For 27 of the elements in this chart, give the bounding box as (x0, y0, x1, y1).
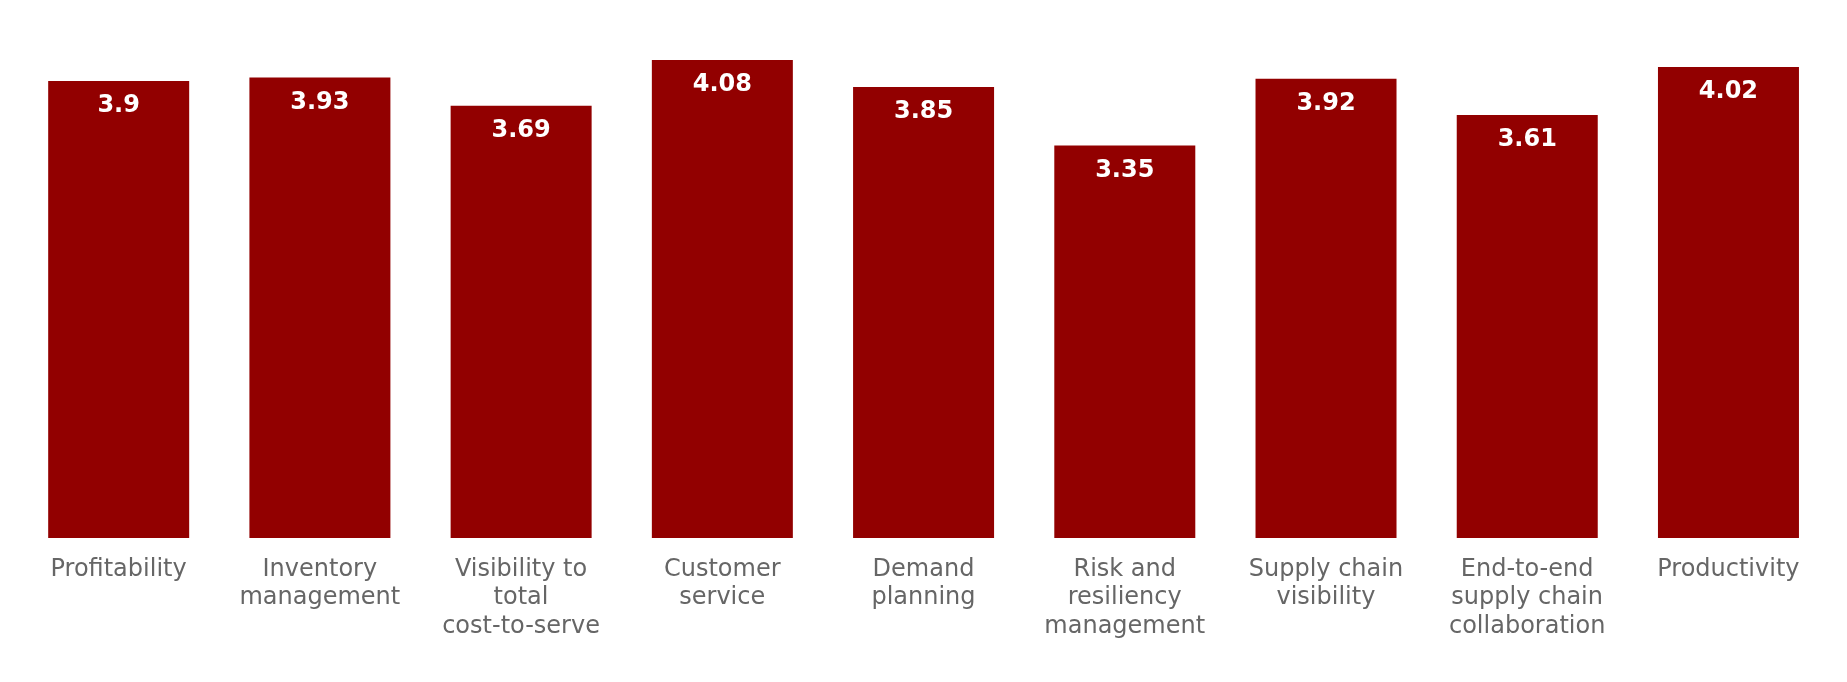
data-label: 3.85 (893, 95, 954, 124)
x-tick-label: Demand planning (871, 553, 976, 611)
data-label: 3.61 (1497, 124, 1557, 153)
bar (48, 81, 190, 538)
bar (1255, 78, 1397, 538)
data-label: 3.9 (97, 90, 140, 119)
x-tick-label: Productivity (1657, 553, 1800, 582)
x-tick-label: Inventory management (239, 553, 401, 611)
x-tick-label: Customer service (663, 553, 781, 611)
x-tick-label: End-to-end supply chain collaboration (1448, 553, 1606, 640)
data-label: 3.35 (1095, 154, 1155, 183)
data-label: 3.69 (491, 114, 551, 143)
bar (651, 60, 793, 538)
bar (1657, 67, 1799, 538)
x-tick-label: Visibility to total cost-to-serve (442, 553, 600, 640)
bar (1456, 115, 1598, 538)
bar (450, 105, 592, 538)
data-label: 3.92 (1296, 87, 1356, 116)
x-tick-label: Risk and resiliency management (1044, 553, 1206, 640)
bar (853, 86, 995, 538)
x-tick-label: Supply chain visibility (1248, 553, 1404, 611)
bar (1054, 145, 1196, 538)
data-label: 3.93 (290, 86, 350, 115)
data-label: 4.02 (1698, 76, 1759, 105)
bar (249, 77, 391, 538)
data-label: 4.08 (692, 69, 752, 98)
x-tick-label: Profitability (50, 553, 187, 582)
